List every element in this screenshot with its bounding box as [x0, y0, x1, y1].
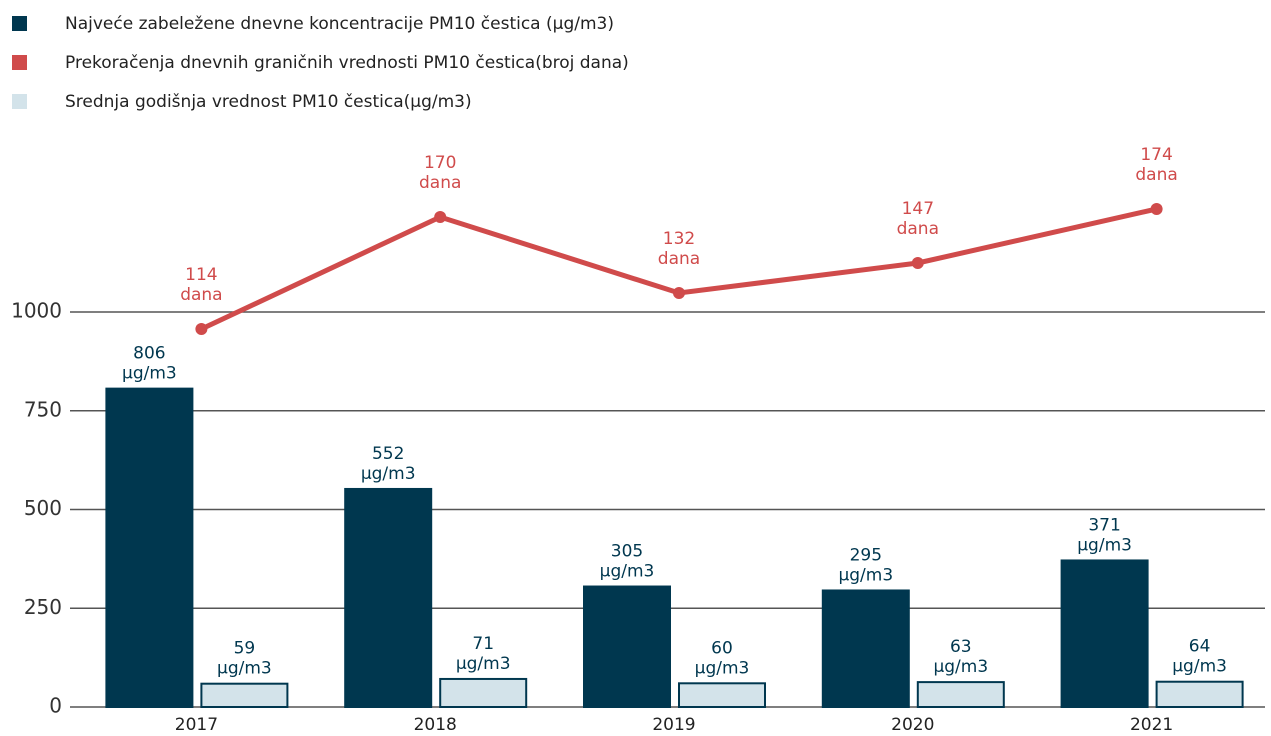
- line-point: [911, 257, 924, 269]
- bar: [678, 682, 766, 708]
- data-label: 59 µg/m3: [217, 639, 272, 679]
- x-tick-label: 2021: [1130, 715, 1173, 735]
- y-tick-label: 1000: [11, 299, 62, 323]
- legend-swatch: [12, 55, 27, 70]
- legend-swatch: [12, 94, 27, 109]
- bar: [1060, 559, 1149, 709]
- data-label: 170 dana: [419, 153, 461, 193]
- bar: [1155, 680, 1244, 708]
- data-label: 114 dana: [180, 265, 222, 305]
- bar: [821, 589, 910, 708]
- bar: [583, 585, 671, 709]
- x-tick-label: 2018: [414, 715, 457, 735]
- data-label: 371 µg/m3: [1077, 515, 1132, 555]
- legend-label: Prekoračenja dnevnih graničnih vrednosti…: [65, 53, 629, 73]
- data-label: 60 µg/m3: [695, 638, 750, 678]
- y-tick-label: 0: [49, 694, 62, 718]
- data-label: 132 dana: [658, 229, 700, 269]
- line-point: [195, 323, 208, 335]
- data-label: 806 µg/m3: [122, 344, 177, 384]
- x-tick-label: 2017: [175, 715, 218, 735]
- bar: [344, 487, 433, 708]
- bar: [439, 677, 528, 709]
- data-label: 71 µg/m3: [456, 634, 511, 674]
- data-label: 147 dana: [897, 199, 939, 239]
- data-label: 295 µg/m3: [838, 545, 893, 585]
- bar: [200, 682, 289, 709]
- legend-label: Najveće zabeležene dnevne koncentracije …: [65, 14, 614, 34]
- line-point: [673, 287, 685, 299]
- x-tick-label: 2019: [652, 715, 695, 735]
- legend-swatch: [12, 16, 27, 31]
- data-label: 305 µg/m3: [600, 542, 655, 582]
- data-label: 64 µg/m3: [1172, 637, 1227, 677]
- bar: [916, 681, 1005, 708]
- line: [200, 206, 1158, 332]
- line-point: [434, 211, 447, 223]
- x-tick-label: 2020: [891, 715, 934, 735]
- y-tick-label: 250: [24, 595, 62, 619]
- data-label: 552 µg/m3: [361, 444, 416, 484]
- bar: [105, 387, 194, 708]
- legend-label: Srednja godišnja vrednost PM10 čestica(µ…: [65, 92, 472, 112]
- data-label: 174 dana: [1135, 145, 1177, 185]
- data-label: 63 µg/m3: [933, 637, 988, 677]
- y-tick-label: 750: [24, 397, 62, 421]
- line-point: [1150, 203, 1163, 215]
- y-tick-label: 500: [24, 496, 62, 520]
